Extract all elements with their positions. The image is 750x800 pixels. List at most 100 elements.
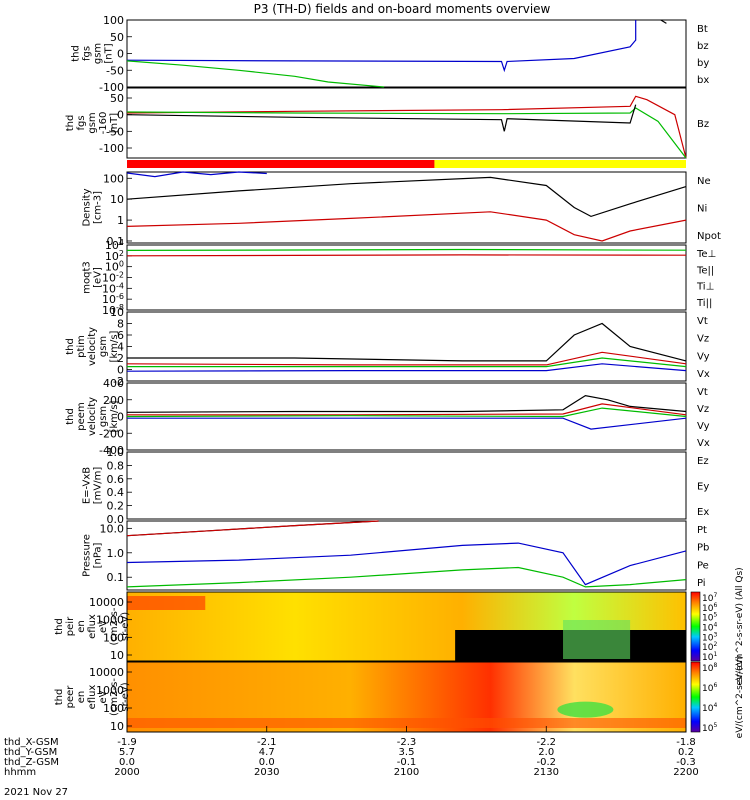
y-tick-label: 10 — [110, 720, 124, 733]
series-Vt — [127, 322, 687, 362]
series-Vy — [126, 407, 687, 418]
panel-frame — [126, 591, 687, 662]
y-axis-label: eflux — [87, 614, 98, 639]
series-Bt — [660, 19, 667, 24]
legend-entry: Vz — [697, 404, 709, 415]
colorbar-tick-label: 104 — [702, 702, 717, 714]
series-by — [126, 107, 687, 159]
series-Pi — [126, 542, 687, 586]
y-axis-label: [nT] — [104, 43, 115, 63]
y-axis-label: (cm2-s- — [109, 678, 120, 716]
x-tick-value: 2130 — [534, 767, 559, 778]
x-tick-value: 2030 — [254, 767, 279, 778]
y-tick-label: 50 — [110, 31, 124, 44]
y-axis-label: peir — [65, 616, 76, 636]
panel-9: 10.0 1.0 0.1 Pressure [nPa] Pt Pb Pe Pi — [82, 520, 709, 591]
series-Ti — [126, 248, 687, 251]
spectrogram-hot-band — [127, 596, 206, 610]
series-Ne — [126, 211, 687, 242]
colorbar-tick-label: 101 — [702, 651, 717, 663]
legend-entry: bx — [697, 75, 709, 86]
y-tick-label: 100 — [103, 172, 124, 185]
y-tick-label: 2 — [117, 352, 124, 365]
x-tick-value: -1.8 — [676, 737, 696, 748]
y-tick-label: 100 — [103, 702, 124, 715]
x-row-label: thd_X-GSM — [4, 737, 59, 748]
x-tick-value: -2.3 — [397, 737, 417, 748]
colorbar — [690, 661, 701, 733]
y-axis-label: [nPa] — [93, 542, 104, 568]
y-tick-label: 0 — [117, 411, 124, 424]
y-axis-label: gsm — [98, 406, 109, 427]
x-tick-value: 5.7 — [119, 747, 135, 758]
y-tick-label: 0.6 — [107, 473, 125, 486]
legend-entry: Bt — [697, 24, 708, 35]
legend-entry: Vt — [697, 316, 708, 327]
legend-entry: Bz — [697, 119, 709, 130]
y-axis-label: thd — [65, 115, 76, 132]
x-tick-value: -2.2 — [536, 737, 556, 748]
y-axis-label: gsm — [98, 336, 109, 357]
legend-entry: bz — [697, 41, 709, 52]
legend-entry: Ex — [697, 507, 709, 518]
y-axis-label: gsm — [87, 112, 98, 133]
y-axis-label: sr-eV) — [120, 682, 131, 711]
colorbar-label: eV/(cm^2-s-sr-eV) — [735, 656, 745, 739]
series-bz — [126, 95, 687, 159]
legend-entry: Vx — [697, 369, 710, 380]
y-tick-label: -2 — [113, 375, 124, 388]
y-axis-label: sr-eV) — [120, 612, 131, 641]
legend-entry: Ne — [697, 176, 711, 187]
y-axis-label: thd — [54, 618, 65, 635]
y-tick-label: 0 — [117, 48, 124, 61]
y-axis-label: ptim — [76, 335, 87, 358]
colorbar-tick-label: 103 — [702, 631, 717, 643]
y-tick-label: 100 — [103, 14, 124, 27]
x-tick-value: 2000 — [114, 767, 139, 778]
y-axis-label: [eV] — [93, 267, 104, 288]
spectrogram-green-patch — [563, 620, 631, 659]
y-tick-label: -50 — [106, 125, 124, 138]
x-tick-value: 2100 — [394, 767, 419, 778]
y-tick-label: 10-2 — [102, 271, 124, 285]
y-tick-label: -100 — [99, 81, 124, 94]
y-axis-label: en — [76, 691, 87, 704]
legend-entry: Vy — [697, 351, 710, 362]
series-bx — [126, 20, 637, 73]
colorbar-tick-label: 105 — [702, 722, 717, 734]
y-tick-label: 10-6 — [102, 292, 124, 306]
y-tick-label: 0 — [117, 109, 124, 122]
panel-8: 1.00.80.60.40.20.0 E=-VxB [mV/m] Ez Ey Ex — [82, 446, 710, 526]
series-by — [126, 60, 385, 88]
y-tick-label: 1.0 — [107, 547, 125, 560]
y-tick-label: 1000 — [96, 684, 124, 697]
colorbar-tick-label: 106 — [702, 682, 717, 694]
series-Vx — [127, 417, 687, 430]
y-axis-label: Pressure — [82, 534, 93, 577]
y-tick-label: 10000 — [89, 596, 124, 609]
y-axis-label: en — [76, 620, 87, 633]
series-Vx — [126, 363, 687, 372]
colorbar-tick-label: 108 — [702, 662, 717, 674]
series-Vy — [127, 357, 687, 368]
x-row-label: thd_Z-GSM — [4, 757, 59, 768]
legend-entry: Ez — [697, 456, 709, 467]
panel-2: 50 0 -50 -100 thd fgs gsm -160 [nT] Bz — [65, 87, 709, 159]
x-tick-value: -0.2 — [536, 757, 556, 768]
y-tick-label: 8 — [117, 318, 124, 331]
spectrogram-low-band — [127, 718, 686, 728]
panel-1: 100 50 0 -50 -100 thd fgs gsm [nT] Bt bz by bx — [71, 14, 710, 94]
panel-7: 400 200 0 -200 -400 thd peem velocity gsm [km/s] V… — [65, 377, 710, 457]
y-axis-label: moqt3 — [82, 261, 93, 294]
y-axis-label: [km/s] — [109, 330, 120, 362]
legend-entry: Ti⊥ — [696, 282, 714, 293]
legend-entry: Vx — [697, 438, 710, 449]
x-tick-value: 0.2 — [678, 747, 694, 758]
y-tick-label: -100 — [99, 142, 124, 155]
colorbar-tick-label: 102 — [702, 641, 717, 653]
panel-frame — [126, 19, 687, 88]
x-row-label: thd_Y-GSM — [4, 747, 57, 758]
figure-title: P3 (TH-D) fields and on-board moments ov… — [254, 2, 551, 16]
